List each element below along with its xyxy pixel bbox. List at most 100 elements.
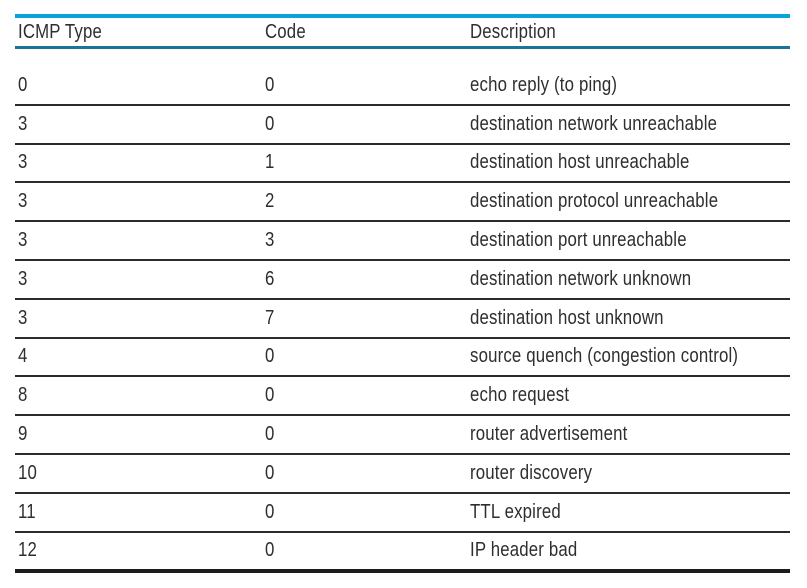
table-row: 10 0 router discovery	[15, 455, 790, 494]
cell-description: destination protocol unreachable	[470, 191, 790, 212]
cell-description-text: IP header bad	[470, 540, 578, 562]
column-header-label: Code	[265, 21, 306, 43]
cell-icmp-type: 11	[15, 502, 265, 523]
column-header-label: Description	[470, 21, 556, 43]
cell-code-text: 0	[265, 501, 275, 523]
cell-icmp-type: 12	[15, 540, 265, 561]
cell-icmp-type: 10	[15, 463, 265, 484]
cell-description: source quench (congestion control)	[470, 346, 790, 367]
cell-icmp-type: 3	[15, 308, 265, 329]
cell-code: 6	[265, 269, 470, 290]
table-row: 4 0 source quench (congestion control)	[15, 339, 790, 378]
column-header-code: Code	[265, 22, 470, 43]
cell-description: destination port unreachable	[470, 230, 790, 251]
cell-icmp-type-text: 3	[18, 307, 28, 329]
cell-description-text: echo reply (to ping)	[470, 74, 618, 96]
cell-code-text: 0	[265, 424, 275, 446]
cell-description: router advertisement	[470, 424, 790, 445]
cell-description: TTL expired	[470, 502, 790, 523]
cell-code: 0	[265, 114, 470, 135]
cell-description-text: destination port unreachable	[470, 230, 687, 252]
cell-description-text: echo request	[470, 385, 570, 407]
cell-description-text: source quench (congestion control)	[470, 346, 739, 368]
cell-description: echo reply (to ping)	[470, 75, 790, 96]
cell-code-text: 3	[265, 230, 275, 252]
table-row: 0 0 echo reply (to ping)	[15, 67, 790, 106]
table-row: 3 1 destination host unreachable	[15, 145, 790, 184]
cell-code-text: 7	[265, 307, 275, 329]
cell-code-text: 0	[265, 113, 275, 135]
cell-icmp-type-text: 8	[18, 385, 28, 407]
cell-description-text: destination host unreachable	[470, 152, 690, 174]
cell-code: 0	[265, 75, 470, 96]
cell-description-text: destination network unknown	[470, 268, 692, 290]
cell-code: 1	[265, 152, 470, 173]
cell-description-text: destination protocol unreachable	[470, 191, 719, 213]
table-row: 3 7 destination host unknown	[15, 300, 790, 339]
cell-description: destination host unreachable	[470, 152, 790, 173]
cell-description-text: TTL expired	[470, 501, 561, 523]
table-row: 3 0 destination network unreachable	[15, 106, 790, 145]
cell-icmp-type: 3	[15, 114, 265, 135]
table-row: 8 0 echo request	[15, 377, 790, 417]
cell-icmp-type: 3	[15, 152, 265, 173]
cell-code: 0	[265, 424, 470, 445]
cell-description: destination host unknown	[470, 308, 790, 329]
column-header-description: Description	[470, 22, 790, 43]
cell-icmp-type: 3	[15, 191, 265, 212]
cell-icmp-type: 4	[15, 346, 265, 367]
cell-code-text: 0	[265, 462, 275, 484]
table-row: 3 2 destination protocol unreachable	[15, 183, 790, 223]
cell-code-text: 0	[265, 540, 275, 562]
cell-icmp-type: 3	[15, 230, 265, 251]
cell-code-text: 2	[265, 191, 275, 213]
cell-code: 0	[265, 385, 470, 406]
cell-icmp-type: 3	[15, 269, 265, 290]
cell-code: 0	[265, 463, 470, 484]
cell-code-text: 0	[265, 385, 275, 407]
cell-icmp-type-text: 9	[18, 424, 28, 446]
cell-description-text: destination host unknown	[470, 307, 664, 329]
icmp-table: ICMP Type Code Description 0 0 echo reply …	[15, 14, 790, 574]
cell-description-text: router discovery	[470, 462, 593, 484]
cell-icmp-type-text: 3	[18, 230, 28, 252]
cell-description: destination network unknown	[470, 269, 790, 290]
cell-icmp-type-text: 4	[18, 346, 28, 368]
cell-code: 3	[265, 230, 470, 251]
cell-icmp-type-text: 12	[18, 540, 38, 562]
header-body-gap	[15, 49, 790, 67]
cell-icmp-type: 9	[15, 424, 265, 445]
cell-icmp-type: 8	[15, 385, 265, 406]
cell-icmp-type-text: 3	[18, 152, 28, 174]
table-row: 12 0 IP header bad	[15, 533, 790, 574]
cell-description: IP header bad	[470, 540, 790, 561]
cell-description-text: router advertisement	[470, 424, 628, 446]
cell-code: 2	[265, 191, 470, 212]
cell-code-text: 0	[265, 346, 275, 368]
cell-code-text: 0	[265, 74, 275, 96]
cell-code: 0	[265, 346, 470, 367]
cell-code: 0	[265, 540, 470, 561]
cell-code: 0	[265, 502, 470, 523]
cell-code: 7	[265, 308, 470, 329]
table-row: 9 0 router advertisement	[15, 416, 790, 455]
table-row: 3 3 destination port unreachable	[15, 222, 790, 261]
cell-icmp-type-text: 10	[18, 462, 38, 484]
table-header-row: ICMP Type Code Description	[15, 14, 790, 49]
cell-code-text: 1	[265, 152, 275, 174]
cell-code-text: 6	[265, 268, 275, 290]
cell-description: echo request	[470, 385, 790, 406]
cell-description: router discovery	[470, 463, 790, 484]
cell-icmp-type-text: 3	[18, 191, 28, 213]
cell-description-text: destination network unreachable	[470, 113, 718, 135]
cell-icmp-type-text: 0	[18, 74, 28, 96]
cell-icmp-type-text: 3	[18, 113, 28, 135]
column-header-icmp-type: ICMP Type	[15, 22, 265, 43]
cell-icmp-type: 0	[15, 75, 265, 96]
table-row: 3 6 destination network unknown	[15, 261, 790, 300]
cell-icmp-type-text: 3	[18, 268, 28, 290]
cell-icmp-type-text: 11	[18, 501, 36, 523]
table-row: 11 0 TTL expired	[15, 494, 790, 533]
cell-description: destination network unreachable	[470, 114, 790, 135]
